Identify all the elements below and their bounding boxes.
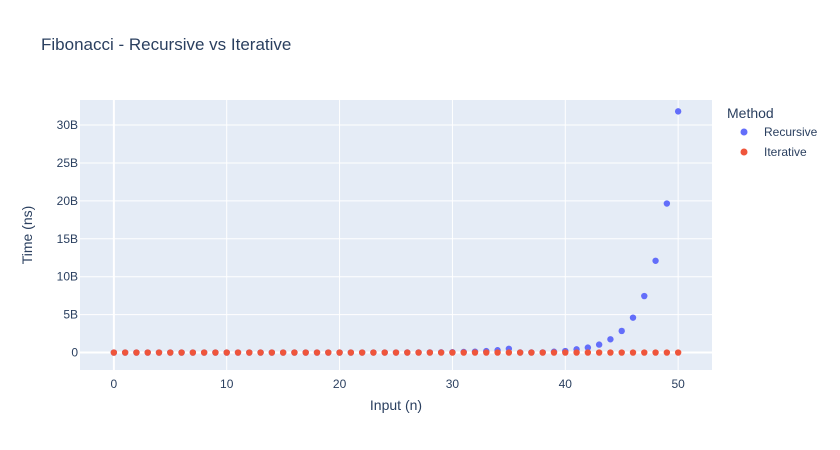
y-tick-label: 5B [63, 308, 78, 322]
data-point-iterative[interactable] [178, 349, 185, 356]
plot-background [80, 100, 712, 370]
data-point-recursive[interactable] [595, 341, 603, 348]
data-point-iterative[interactable] [471, 349, 479, 356]
legend-marker-recursive [740, 128, 748, 136]
data-point-iterative[interactable] [381, 349, 388, 356]
legend-item-iterative[interactable]: Iterative [740, 145, 808, 159]
data-point-recursive[interactable] [584, 344, 592, 351]
data-point-iterative[interactable] [291, 349, 298, 356]
data-point-iterative[interactable] [347, 349, 355, 356]
data-point-iterative[interactable] [279, 349, 287, 356]
data-point-iterative[interactable] [641, 349, 648, 356]
data-point-iterative[interactable] [268, 349, 276, 356]
data-point-iterative[interactable] [223, 349, 230, 356]
legend-marker-iterative [740, 148, 748, 156]
data-point-iterative[interactable] [550, 349, 558, 356]
data-point-iterative[interactable] [121, 349, 129, 356]
data-point-iterative[interactable] [573, 349, 580, 356]
data-point-iterative[interactable] [607, 349, 614, 356]
legend-title: Method [727, 105, 774, 121]
data-points [110, 108, 682, 356]
y-tick-label: 30B [57, 118, 78, 132]
data-point-iterative[interactable] [234, 349, 242, 356]
data-point-iterative[interactable] [200, 349, 208, 356]
data-point-iterative[interactable] [449, 349, 456, 356]
chart-title: Fibonacci - Recursive vs Iterative [41, 35, 291, 54]
data-point-iterative[interactable] [618, 349, 625, 356]
data-point-recursive[interactable] [641, 292, 648, 300]
data-point-iterative[interactable] [426, 349, 434, 356]
data-point-iterative[interactable] [674, 349, 682, 356]
data-point-iterative[interactable] [415, 349, 422, 356]
data-point-iterative[interactable] [539, 349, 546, 356]
data-point-iterative[interactable] [505, 349, 513, 356]
data-point-recursive[interactable] [618, 327, 625, 335]
data-point-iterative[interactable] [155, 349, 163, 356]
y-axis-title: Time (ns) [19, 206, 35, 265]
data-point-iterative[interactable] [257, 349, 264, 356]
data-point-recursive[interactable] [607, 336, 614, 343]
data-point-iterative[interactable] [302, 349, 309, 356]
data-point-recursive[interactable] [674, 108, 682, 115]
data-point-iterative[interactable] [189, 349, 197, 356]
data-point-iterative[interactable] [404, 349, 411, 356]
y-axis-ticks: 0 5B 10B 15B 20B 25B 30B [57, 118, 79, 360]
data-point-iterative[interactable] [562, 349, 569, 356]
data-point-iterative[interactable] [663, 349, 671, 356]
data-point-iterative[interactable] [133, 349, 140, 356]
x-axis-ticks: 0 10 20 30 40 50 [111, 377, 686, 391]
data-point-iterative[interactable] [528, 349, 535, 356]
data-point-iterative[interactable] [336, 349, 343, 356]
data-point-iterative[interactable] [595, 349, 603, 356]
x-tick-label: 50 [671, 377, 685, 391]
x-tick-label: 10 [220, 377, 234, 391]
data-point-iterative[interactable] [437, 349, 445, 356]
data-point-recursive[interactable] [629, 314, 637, 321]
legend-item-recursive[interactable]: Recursive [740, 125, 818, 139]
data-point-iterative[interactable] [246, 349, 253, 356]
data-point-iterative[interactable] [212, 349, 219, 356]
y-tick-label: 10B [57, 270, 78, 284]
x-tick-label: 40 [559, 377, 573, 391]
legend-label-recursive: Recursive [764, 125, 818, 139]
data-point-iterative[interactable] [392, 349, 400, 356]
x-tick-label: 30 [446, 377, 460, 391]
data-point-iterative[interactable] [516, 349, 524, 356]
data-point-iterative[interactable] [584, 349, 592, 356]
data-point-iterative[interactable] [325, 349, 332, 356]
data-point-iterative[interactable] [144, 349, 151, 356]
x-axis-title: Input (n) [370, 397, 422, 413]
y-tick-label: 20B [57, 194, 78, 208]
legend-label-iterative: Iterative [764, 145, 807, 159]
data-point-iterative[interactable] [313, 349, 321, 356]
x-tick-label: 0 [111, 377, 118, 391]
data-point-iterative[interactable] [460, 349, 467, 356]
data-point-iterative[interactable] [110, 349, 118, 356]
y-tick-label: 0 [71, 346, 78, 360]
data-point-iterative[interactable] [652, 349, 659, 356]
legend: Method Recursive Iterative [727, 105, 818, 159]
data-point-recursive[interactable] [663, 200, 671, 207]
y-tick-label: 25B [57, 156, 78, 170]
data-point-iterative[interactable] [494, 349, 501, 356]
data-point-iterative[interactable] [370, 349, 377, 356]
x-tick-label: 20 [333, 377, 347, 391]
data-point-iterative[interactable] [629, 349, 637, 356]
data-point-iterative[interactable] [358, 349, 366, 356]
data-point-recursive[interactable] [652, 257, 659, 264]
data-point-iterative[interactable] [483, 349, 490, 356]
data-point-iterative[interactable] [167, 349, 174, 356]
y-tick-label: 15B [57, 232, 78, 246]
